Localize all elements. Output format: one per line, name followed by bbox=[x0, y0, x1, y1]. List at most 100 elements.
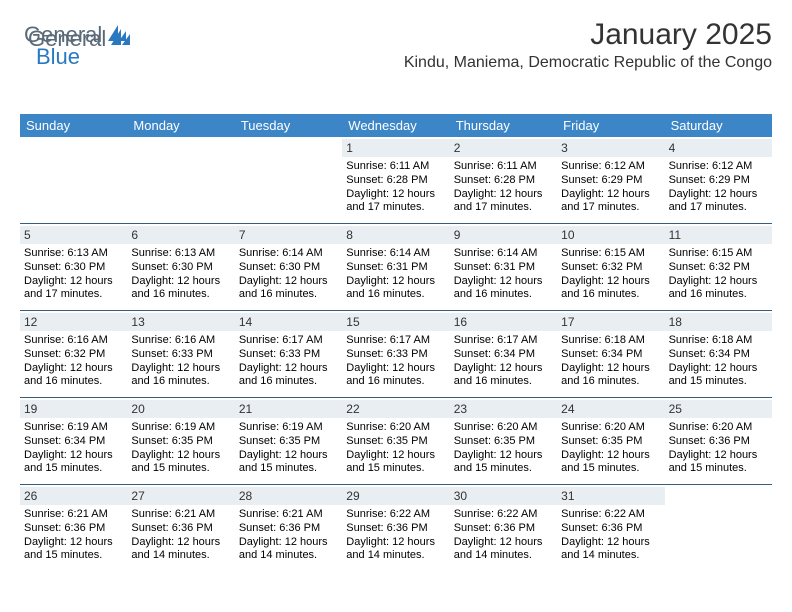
week-row: 1Sunrise: 6:11 AMSunset: 6:28 PMDaylight… bbox=[20, 137, 772, 223]
weekday-fri: Friday bbox=[557, 114, 664, 137]
day-info-line: Sunset: 6:32 PM bbox=[669, 261, 768, 275]
day-cell: 1Sunrise: 6:11 AMSunset: 6:28 PMDaylight… bbox=[342, 137, 449, 223]
day-cell: 16 Sunrise: 6:17 AMSunset: 6:34 PMDayligh… bbox=[450, 311, 557, 397]
day-info-line: Daylight: 12 hours bbox=[131, 449, 230, 463]
day-info-line: Sunrise: 6:17 AM bbox=[346, 334, 445, 348]
day-info-line: Sunrise: 6:20 AM bbox=[346, 421, 445, 435]
day-info-line: Sunset: 6:36 PM bbox=[669, 435, 768, 449]
day-info-line: and 16 minutes. bbox=[239, 288, 338, 302]
day-number: 3 bbox=[557, 139, 664, 157]
day-cell: 21Sunrise: 6:19 AMSunset: 6:35 PMDayligh… bbox=[235, 398, 342, 484]
day-number: 11 bbox=[665, 226, 772, 244]
day-cell: 20Sunrise: 6:19 AMSunset: 6:35 PMDayligh… bbox=[127, 398, 234, 484]
day-info-line: Daylight: 12 hours bbox=[239, 362, 338, 376]
day-number: 6 bbox=[127, 226, 234, 244]
month-title: January 2025 bbox=[404, 18, 772, 52]
day-info-line: and 15 minutes. bbox=[24, 462, 123, 476]
weekday-sat: Saturday bbox=[665, 114, 772, 137]
day-number bbox=[665, 487, 772, 505]
day-info-line: Daylight: 12 hours bbox=[669, 275, 768, 289]
day-cell: 27Sunrise: 6:21 AMSunset: 6:36 PMDayligh… bbox=[127, 485, 234, 571]
day-info-line: Sunrise: 6:11 AM bbox=[346, 160, 445, 174]
day-info-line: Daylight: 12 hours bbox=[24, 536, 123, 550]
day-info-line: Sunrise: 6:19 AM bbox=[131, 421, 230, 435]
logo-word-2: Blue bbox=[36, 44, 80, 69]
title-block: January 2025 Kindu, Maniema, Democratic … bbox=[404, 18, 772, 72]
day-info-line: Daylight: 12 hours bbox=[454, 188, 553, 202]
day-number: 16 bbox=[450, 313, 557, 331]
day-number: 15 bbox=[342, 313, 449, 331]
day-cell: 7Sunrise: 6:14 AMSunset: 6:30 PMDaylight… bbox=[235, 224, 342, 310]
day-cell: 26Sunrise: 6:21 AMSunset: 6:36 PMDayligh… bbox=[20, 485, 127, 571]
day-info-line: Sunrise: 6:19 AM bbox=[24, 421, 123, 435]
day-info-line: Daylight: 12 hours bbox=[454, 449, 553, 463]
weekday-mon: Monday bbox=[127, 114, 234, 137]
day-number: 27 bbox=[127, 487, 234, 505]
day-info-line: Daylight: 12 hours bbox=[669, 188, 768, 202]
day-info-line: Sunrise: 6:17 AM bbox=[454, 334, 553, 348]
day-number: 18 bbox=[665, 313, 772, 331]
day-number: 4 bbox=[665, 139, 772, 157]
day-info-line: Sunset: 6:32 PM bbox=[24, 348, 123, 362]
day-number: 13 bbox=[127, 313, 234, 331]
day-info-line: Daylight: 12 hours bbox=[24, 449, 123, 463]
day-cell: 15Sunrise: 6:17 AMSunset: 6:33 PMDayligh… bbox=[342, 311, 449, 397]
day-info-line: Daylight: 12 hours bbox=[669, 362, 768, 376]
day-cell: 22Sunrise: 6:20 AMSunset: 6:35 PMDayligh… bbox=[342, 398, 449, 484]
day-info-line: Sunrise: 6:21 AM bbox=[239, 508, 338, 522]
day-number: 30 bbox=[450, 487, 557, 505]
day-cell: 18Sunrise: 6:18 AMSunset: 6:34 PMDayligh… bbox=[665, 311, 772, 397]
day-info-line: and 15 minutes. bbox=[454, 462, 553, 476]
day-info-line: Daylight: 12 hours bbox=[561, 536, 660, 550]
day-info-line: Sunset: 6:36 PM bbox=[24, 522, 123, 536]
day-number: 28 bbox=[235, 487, 342, 505]
day-info-line: Sunset: 6:36 PM bbox=[346, 522, 445, 536]
weekday-wed: Wednesday bbox=[342, 114, 449, 137]
day-number: 31 bbox=[557, 487, 664, 505]
day-cell: 14Sunrise: 6:17 AMSunset: 6:33 PMDayligh… bbox=[235, 311, 342, 397]
day-number: 20 bbox=[127, 400, 234, 418]
day-info-line: and 17 minutes. bbox=[24, 288, 123, 302]
day-info-line: Sunrise: 6:15 AM bbox=[669, 247, 768, 261]
day-info-line: Daylight: 12 hours bbox=[561, 188, 660, 202]
day-cell bbox=[665, 485, 772, 571]
day-info-line: Daylight: 12 hours bbox=[24, 275, 123, 289]
day-info-line: and 16 minutes. bbox=[131, 288, 230, 302]
day-info-line: Daylight: 12 hours bbox=[239, 275, 338, 289]
day-info-line: and 16 minutes. bbox=[346, 375, 445, 389]
day-info-line: and 15 minutes. bbox=[131, 462, 230, 476]
weekday-sun: Sunday bbox=[20, 114, 127, 137]
day-info-line: Daylight: 12 hours bbox=[454, 362, 553, 376]
day-number: 2 bbox=[450, 139, 557, 157]
day-number: 22 bbox=[342, 400, 449, 418]
day-cell: 19Sunrise: 6:19 AMSunset: 6:34 PMDayligh… bbox=[20, 398, 127, 484]
day-info-line: Sunrise: 6:13 AM bbox=[24, 247, 123, 261]
day-info-line: Sunset: 6:35 PM bbox=[346, 435, 445, 449]
day-cell: 23Sunrise: 6:20 AMSunset: 6:35 PMDayligh… bbox=[450, 398, 557, 484]
day-info-line: Sunrise: 6:14 AM bbox=[346, 247, 445, 261]
day-info-line: Sunset: 6:31 PM bbox=[346, 261, 445, 275]
day-info-line: Sunrise: 6:22 AM bbox=[561, 508, 660, 522]
day-cell: 24Sunrise: 6:20 AMSunset: 6:35 PMDayligh… bbox=[557, 398, 664, 484]
day-cell bbox=[235, 137, 342, 223]
day-info-line: Sunset: 6:28 PM bbox=[346, 174, 445, 188]
day-info-line: Sunrise: 6:12 AM bbox=[669, 160, 768, 174]
day-info-line: Daylight: 12 hours bbox=[346, 536, 445, 550]
day-info-line: Sunset: 6:29 PM bbox=[561, 174, 660, 188]
day-info-line: Sunrise: 6:12 AM bbox=[561, 160, 660, 174]
day-info-line: and 17 minutes. bbox=[346, 201, 445, 215]
day-number: 19 bbox=[20, 400, 127, 418]
day-number bbox=[235, 139, 342, 157]
day-info-line: Daylight: 12 hours bbox=[239, 449, 338, 463]
day-info-line: and 14 minutes. bbox=[131, 549, 230, 563]
day-cell: 3 Sunrise: 6:12 AMSunset: 6:29 PMDaylight… bbox=[557, 137, 664, 223]
day-number: 17 bbox=[557, 313, 664, 331]
day-info-line: Sunset: 6:34 PM bbox=[669, 348, 768, 362]
day-info-line: and 16 minutes. bbox=[239, 375, 338, 389]
day-info-line: and 15 minutes. bbox=[669, 462, 768, 476]
day-info-line: Sunrise: 6:13 AM bbox=[131, 247, 230, 261]
day-info-line: Daylight: 12 hours bbox=[239, 536, 338, 550]
day-number: 21 bbox=[235, 400, 342, 418]
day-info-line: Sunset: 6:34 PM bbox=[454, 348, 553, 362]
day-cell: 29Sunrise: 6:22 AMSunset: 6:36 PMDayligh… bbox=[342, 485, 449, 571]
